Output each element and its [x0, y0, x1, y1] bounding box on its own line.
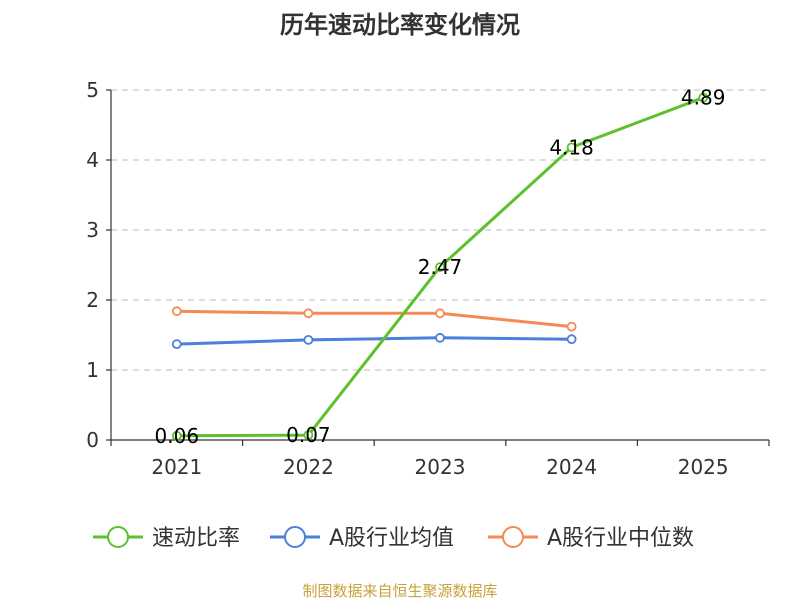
legend: 速动比率 A股行业均值 A股行业中位数	[93, 526, 694, 551]
data-point	[435, 308, 445, 319]
data-label: 0.06	[155, 424, 200, 448]
y-tick-label: 1	[86, 358, 99, 382]
legend-item[interactable]: A股行业中位数	[488, 526, 694, 551]
data-label: 4.18	[549, 135, 594, 159]
axes: 0 1 2 3 4 5 2021 2022 2023 2024 2025	[86, 78, 770, 479]
data-label: 0.07	[286, 423, 331, 447]
y-tick-label: 3	[86, 218, 99, 242]
source-note: 制图数据来自恒生聚源数据库	[302, 582, 497, 600]
data-point	[566, 321, 577, 332]
y-tick-label: 2	[86, 288, 99, 312]
x-tick-label: 2024	[546, 455, 597, 479]
series-line	[176, 309, 572, 329]
data-point	[566, 142, 577, 153]
data-point	[303, 430, 314, 441]
data-point	[698, 92, 709, 103]
data-point	[171, 430, 182, 441]
data-label: 4.89	[681, 86, 726, 110]
x-tick-label: 2023	[415, 455, 466, 479]
series-1	[171, 332, 577, 350]
data-point	[171, 306, 182, 317]
series	[171, 92, 709, 441]
x-tick-label: 2022	[283, 455, 334, 479]
data-label: 2.47	[418, 255, 463, 279]
series-2	[171, 306, 577, 332]
legend-item[interactable]: A股行业均值	[270, 526, 454, 551]
series-line	[176, 336, 572, 346]
legend-label: A股行业中位数	[547, 526, 694, 551]
x-tick-label: 2021	[151, 455, 202, 479]
y-tick-label: 4	[86, 148, 99, 172]
legend-marker-icon	[107, 526, 129, 548]
series-0	[171, 92, 709, 441]
legend-label: A股行业均值	[329, 526, 454, 551]
y-tick-label: 5	[86, 78, 99, 102]
data-point	[303, 308, 314, 319]
legend-label: 速动比率	[152, 526, 240, 551]
legend-marker-icon	[502, 526, 524, 548]
data-point	[435, 332, 445, 343]
data-point	[566, 334, 577, 345]
legend-marker-icon	[284, 526, 306, 548]
chart-title: 历年速动比率变化情况	[280, 11, 520, 39]
data-point	[171, 339, 182, 350]
legend-item[interactable]: 速动比率	[93, 526, 240, 551]
data-labels: 0.06 0.07 2.47 4.18 4.89	[155, 86, 726, 448]
data-point	[303, 334, 314, 345]
data-point	[435, 262, 445, 273]
grid	[111, 89, 769, 371]
x-tick-label: 2025	[678, 455, 729, 479]
y-tick-label: 0	[86, 428, 99, 452]
